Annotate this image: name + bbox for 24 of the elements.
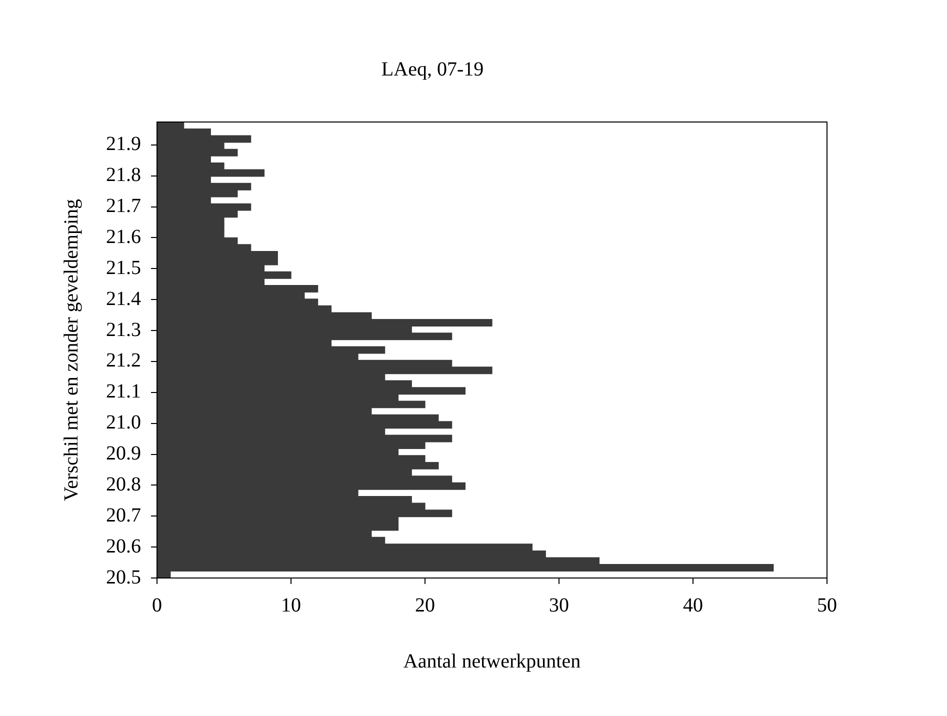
y-tick-label: 21.9 <box>106 133 141 156</box>
x-tick-label: 20 <box>415 594 435 616</box>
y-tick-label: 20.6 <box>106 535 141 558</box>
x-tick-label: 30 <box>549 594 569 616</box>
y-tick-label: 21.8 <box>106 164 141 186</box>
y-tick-label: 21.4 <box>106 288 141 310</box>
x-tick-label: 50 <box>817 594 837 616</box>
y-tick-label: 21.7 <box>106 195 141 218</box>
y-tick-label: 21.6 <box>106 226 141 248</box>
y-tick-label: 21.2 <box>106 350 141 372</box>
y-tick-label: 20.9 <box>106 442 141 465</box>
y-tick-label: 20.5 <box>106 566 141 588</box>
y-tick-label: 21.3 <box>106 318 141 341</box>
y-axis-title: Verschil met en zonder geveldemping <box>60 198 82 502</box>
x-tick-label: 40 <box>683 594 703 616</box>
y-tick-label: 21.1 <box>106 380 141 403</box>
x-axis-title: Aantal netwerkpunten <box>403 650 581 672</box>
x-tick-label: 10 <box>281 594 301 616</box>
chart-title: LAeq, 07-19 <box>381 58 484 80</box>
y-tick-label: 20.7 <box>106 504 141 526</box>
y-tick-label: 21.5 <box>106 256 141 279</box>
y-tick-label: 21.0 <box>106 412 141 434</box>
x-tick-label: 0 <box>152 594 162 616</box>
y-tick-label: 20.8 <box>106 473 141 496</box>
